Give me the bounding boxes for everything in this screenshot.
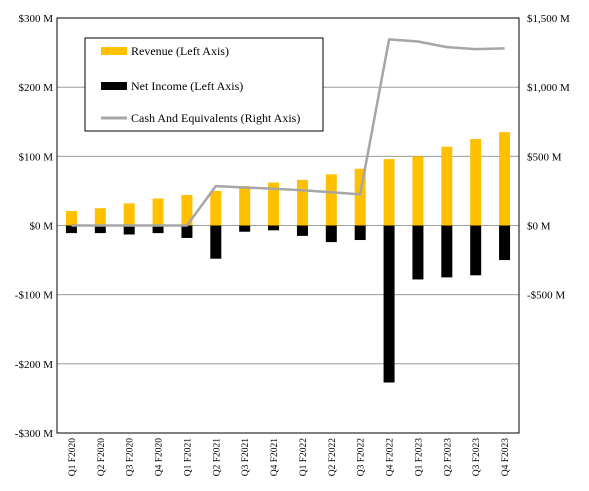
- bars: [65, 132, 511, 383]
- left-tick-label: -$300 M: [15, 428, 53, 440]
- net-income-bar: [239, 225, 251, 232]
- revenue-bar: [210, 190, 222, 226]
- x-tick-label: Q3 F2023: [472, 438, 482, 477]
- legend-swatch-net-income: [101, 82, 127, 90]
- revenue-bar: [239, 186, 251, 226]
- revenue-bar: [325, 174, 337, 226]
- left-tick-label: $0 M: [29, 221, 53, 233]
- x-tick-label: Q2 F2020: [97, 438, 107, 477]
- x-tick-label: Q4 F2023: [501, 438, 511, 477]
- revenue-bar: [499, 132, 511, 226]
- right-tick-label: $1,500 M: [527, 13, 570, 25]
- net-income-bar: [441, 225, 453, 278]
- revenue-bar: [268, 182, 280, 226]
- legend-label-cash: Cash And Equivalents (Right Axis): [131, 111, 300, 125]
- revenue-bar: [441, 146, 453, 226]
- left-tick-label: $100 M: [18, 151, 53, 163]
- x-tick-label: Q4 F2020: [155, 438, 165, 477]
- x-tick-label: Q2 F2022: [328, 438, 338, 477]
- revenue-bar: [470, 139, 482, 226]
- legend-label-revenue: Revenue (Left Axis): [131, 44, 229, 58]
- x-tick-label: Q1 F2021: [183, 438, 193, 477]
- net-income-bar: [383, 225, 395, 383]
- plot-border: [56, 17, 520, 434]
- cash-line-group: [71, 38, 505, 227]
- right-tick-label: -$500 M: [527, 290, 565, 302]
- x-tick-label: Q3 F2020: [126, 438, 136, 477]
- cash-line: [71, 38, 505, 227]
- revenue-bar: [412, 156, 424, 226]
- net-income-bar: [325, 225, 337, 243]
- right-tick-label: $1,000 M: [527, 82, 570, 94]
- right-axis-ticks: $1,500 M $1,000 M $500 M $0 M -$500 M: [527, 13, 570, 302]
- left-tick-label: $300 M: [18, 13, 53, 25]
- x-tick-label: Q4 F2021: [270, 438, 280, 477]
- net-income-bar: [296, 225, 308, 236]
- x-tick-label: Q3 F2022: [357, 438, 367, 477]
- net-income-bar: [210, 225, 222, 259]
- net-income-bar: [499, 225, 511, 261]
- revenue-bar: [94, 208, 106, 226]
- net-income-bar: [94, 225, 106, 234]
- net-income-bar: [412, 225, 424, 280]
- net-income-bar: [181, 225, 193, 238]
- x-tick-label: Q2 F2021: [212, 438, 222, 477]
- right-tick-label: $0 M: [527, 221, 551, 233]
- x-tick-label: Q1 F2023: [414, 438, 424, 477]
- left-axis-ticks: $300 M $200 M $100 M $0 M -$100 M -$200 M -$30…: [15, 13, 53, 440]
- legend-swatch-revenue: [101, 47, 127, 55]
- legend-label-net-income: Net Income (Left Axis): [131, 79, 243, 93]
- net-income-bar: [354, 225, 366, 241]
- net-income-bar: [268, 225, 280, 231]
- x-axis-ticks: Q1 F2020 Q2 F2020 Q3 F2020 Q4 F2020 Q1 F2021…: [68, 438, 511, 477]
- revenue-bar: [123, 203, 135, 226]
- revenue-bar: [181, 195, 193, 226]
- revenue-bar: [296, 179, 308, 226]
- revenue-bar: [152, 198, 164, 226]
- left-tick-label: -$200 M: [15, 359, 53, 371]
- revenue-bar: [65, 210, 77, 226]
- x-tick-label: Q3 F2021: [241, 438, 251, 477]
- x-tick-label: Q2 F2023: [443, 438, 453, 477]
- revenue-bar: [354, 168, 366, 226]
- left-tick-label: -$100 M: [15, 290, 53, 302]
- left-tick-label: $200 M: [18, 82, 53, 94]
- x-tick-label: Q4 F2022: [386, 438, 396, 477]
- x-tick-label: Q1 F2022: [299, 438, 309, 477]
- legend: Revenue (Left Axis) Net Income (Left Axi…: [84, 37, 324, 132]
- revenue-bar: [383, 159, 395, 226]
- right-tick-label: $500 M: [527, 151, 562, 163]
- net-income-bar: [152, 225, 164, 234]
- net-income-bar: [65, 225, 77, 234]
- net-income-bar: [123, 225, 135, 235]
- net-income-bar: [470, 225, 482, 276]
- x-tick-label: Q1 F2020: [68, 438, 78, 477]
